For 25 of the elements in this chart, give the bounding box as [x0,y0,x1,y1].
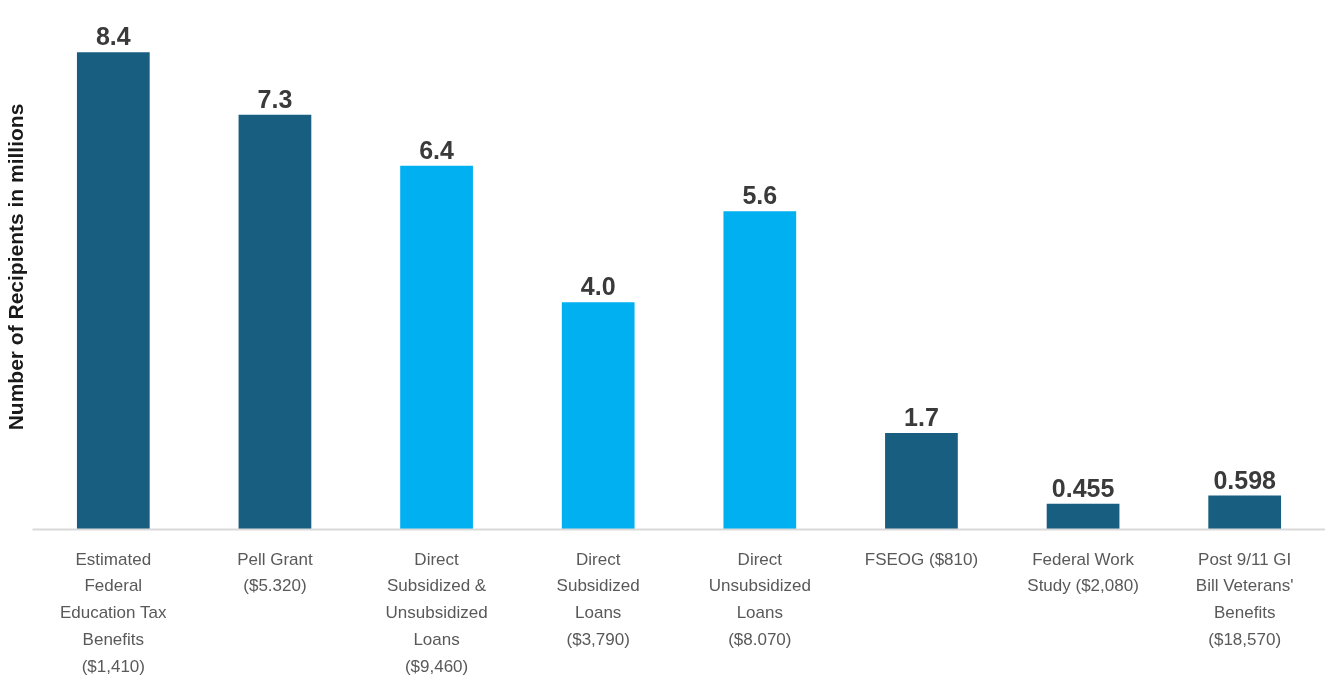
x-tick-label: Post 9/11 GI Bill Veterans' Benefits ($18,570) [1195,549,1294,650]
data-label: 8.4 [95,22,131,51]
x-tick-label: Estimated Federal Education Tax Benefits ($1,410) [59,549,167,677]
data-label: 0.455 [1051,473,1115,502]
bar [1046,503,1120,530]
data-label: 4.0 [580,272,616,301]
bar [238,114,312,530]
bar [1208,495,1282,530]
x-tick-label: Direct Unsubsidized Loans ($8.070) [708,549,811,650]
data-label: 7.3 [257,84,293,113]
data-label: 1.7 [904,402,939,431]
bar [400,165,473,530]
x-tick-label: Federal Work Study ($2,080) [1027,549,1139,596]
bar [76,52,150,530]
y-axis-title: Number of Recipients in millions [3,103,27,431]
x-tick-label: Direct Subsidized & Unsubsidized Loans ($9,460) [385,549,488,677]
bar [561,302,635,530]
bar [885,432,958,530]
x-tick-label: Direct Subsidized Loans ($3,790) [556,549,640,650]
data-label: 5.6 [742,181,778,210]
data-label: 0.598 [1213,465,1277,494]
bar [723,211,797,530]
x-tick-label: Pell Grant ($5.320) [237,549,314,596]
x-tick-label: FSEOG ($810) [864,549,979,569]
data-label: 6.4 [419,135,455,164]
